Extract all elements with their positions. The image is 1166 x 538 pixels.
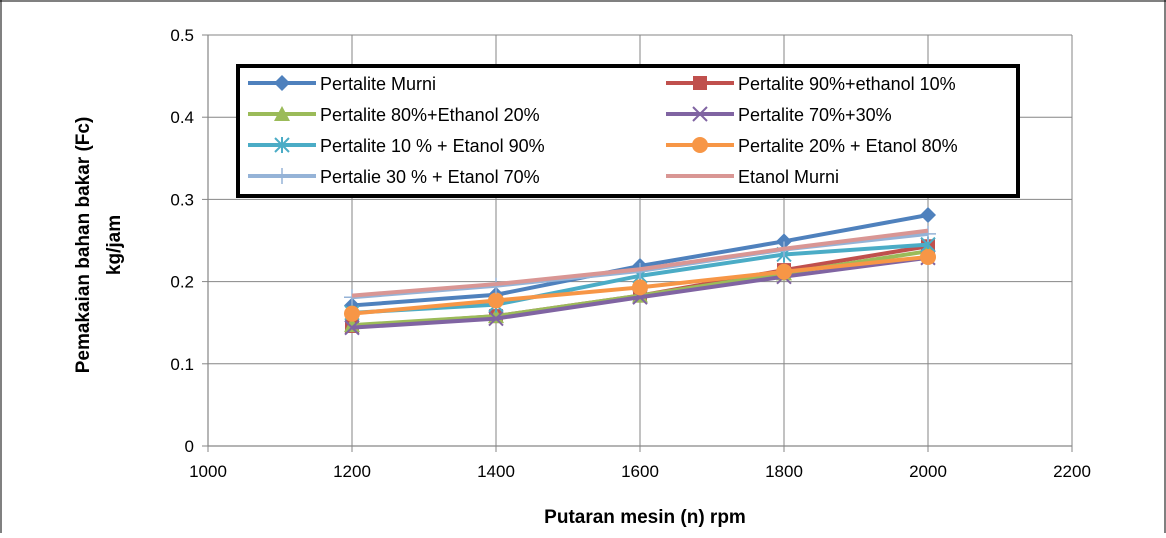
- legend-item: Etanol Murni: [666, 167, 839, 187]
- data-point: [776, 233, 792, 250]
- legend-label: Pertalite 20% + Etanol 80%: [738, 136, 958, 156]
- data-point: [344, 305, 360, 322]
- y-axis-label-line2: kg/jam: [104, 215, 125, 275]
- legend-box: [236, 64, 1020, 198]
- data-point: [344, 319, 360, 336]
- legend-marker: [274, 75, 290, 91]
- data-point: [488, 292, 504, 309]
- y-tick-label: 0.5: [170, 26, 194, 45]
- series-line: [351, 228, 929, 298]
- legend-marker: [692, 137, 708, 153]
- y-tick-label: 0.2: [170, 273, 194, 292]
- data-point: [632, 279, 648, 296]
- y-tick-label: 0.1: [170, 355, 194, 374]
- legend-item: Pertalite Murni: [248, 74, 436, 94]
- legend-label: Pertalite Murni: [320, 74, 436, 94]
- series-6: [344, 248, 936, 322]
- x-tick-label: 1600: [621, 462, 659, 481]
- y-tick-label: 0.4: [170, 108, 194, 127]
- data-point: [344, 289, 360, 306]
- legend-label: Etanol Murni: [738, 167, 839, 187]
- legend-item: Pertalite 80%+Ethanol 20%: [248, 105, 540, 125]
- legend-item: Pertalite 20% + Etanol 80%: [666, 136, 958, 156]
- data-point: [920, 207, 936, 224]
- x-tick-label: 2000: [909, 462, 947, 481]
- legend-item: Pertalite 10 % + Etanol 90%: [248, 136, 545, 156]
- x-tick-label: 2200: [1053, 462, 1091, 481]
- legend-marker: [274, 106, 290, 121]
- legend: Pertalite Murni Pertalite 90%+ethanol 10%…: [236, 64, 1020, 198]
- x-tick-label: 1000: [189, 462, 227, 481]
- legend-marker: [274, 137, 290, 153]
- y-tick-label: 0: [185, 437, 194, 456]
- series-8: [351, 228, 929, 298]
- x-tick-label: 1200: [333, 462, 371, 481]
- data-point: [920, 248, 936, 265]
- axes: 1000 1200 1400 1600 1800 2000 2200 0 0.1 0.2 0.3 0.…: [170, 26, 1091, 481]
- data-point: [488, 310, 504, 327]
- x-tick-label: 1800: [765, 462, 803, 481]
- legend-item: Pertalite 70%+30%: [666, 105, 892, 125]
- legend-marker: [692, 106, 708, 122]
- y-axis-label-line1: Pemakaian bahan bakar (Fc): [73, 117, 94, 374]
- data-point: [776, 263, 792, 280]
- y-tick-label: 0.3: [170, 190, 194, 209]
- legend-label: Pertalite 90%+ethanol 10%: [738, 74, 956, 94]
- x-tick-label: 1400: [477, 462, 515, 481]
- legend-label: Pertalite 70%+30%: [738, 105, 892, 125]
- legend-label: Pertalite 10 % + Etanol 90%: [320, 136, 545, 156]
- legend-item: Pertalie 30 % + Etanol 70%: [248, 167, 540, 187]
- data-point: [920, 225, 936, 242]
- legend-label: Pertalie 30 % + Etanol 70%: [320, 167, 540, 187]
- series-group: [344, 207, 936, 336]
- x-axis-label: Putaran mesin (n) rpm: [544, 507, 746, 528]
- legend-label: Pertalite 80%+Ethanol 20%: [320, 105, 540, 125]
- legend-marker: [274, 168, 290, 184]
- legend-marker: [693, 76, 707, 90]
- legend-item: Pertalite 90%+ethanol 10%: [666, 74, 956, 94]
